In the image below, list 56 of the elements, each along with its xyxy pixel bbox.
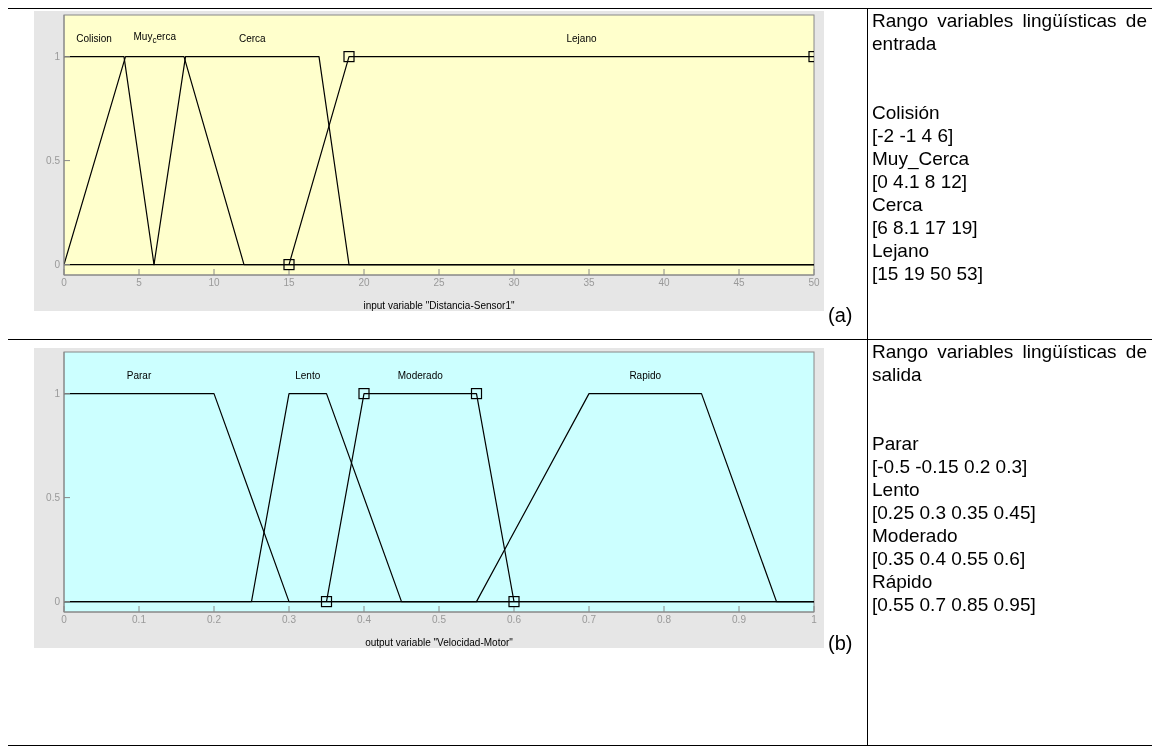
text: (a)	[828, 304, 853, 327]
x-tick-label: 0.6	[507, 614, 522, 626]
text: Parar	[872, 432, 920, 455]
y-tick-label: 0.5	[46, 492, 61, 504]
text: Rango variables lingüísticas de salida	[872, 340, 1147, 386]
series-label: Cerca	[238, 32, 266, 44]
series-label: Colision	[76, 32, 112, 44]
x-tick-label: 35	[583, 277, 595, 289]
text: [6 8.1 17 19]	[872, 216, 979, 239]
text: [-2 -1 4 6]	[872, 124, 955, 147]
x-tick-label: 0.3	[282, 614, 297, 626]
x-tick-label: 40	[658, 277, 670, 289]
text: Rápido	[872, 570, 934, 593]
series-label: Parar	[126, 369, 152, 381]
x-tick-label: 0.7	[582, 614, 597, 626]
series-label: Lejano	[566, 32, 597, 44]
series-label: Muy$_{c}$erca	[133, 30, 177, 45]
x-tick-label: 1	[811, 614, 818, 626]
text: [0.25 0.3 0.35 0.45]	[872, 501, 1037, 524]
x-tick-label: 5	[136, 277, 143, 289]
text: Cerca	[872, 193, 924, 216]
x-tick-label: 20	[358, 277, 370, 289]
y-tick-label: 1	[54, 51, 61, 63]
x-tick-label: 0.9	[732, 614, 747, 626]
x-axis-title: output variable "Velocidad-Motor"	[365, 637, 514, 648]
y-tick-label: 0	[54, 596, 61, 608]
series-label: Lento	[295, 369, 321, 381]
x-tick-label: 0.8	[657, 614, 672, 626]
x-tick-label: 0.4	[357, 614, 372, 626]
text: [-0.5 -0.15 0.2 0.3]	[872, 455, 1029, 478]
text: Rango variables lingüísticas de entrada	[872, 9, 1147, 55]
x-tick-label: 0.2	[207, 614, 222, 626]
y-tick-label: 0.5	[46, 155, 61, 167]
series-label: Moderado	[397, 369, 443, 381]
x-tick-label: 0.1	[132, 614, 147, 626]
text: Muy_Cerca	[872, 147, 971, 170]
x-tick-label: 0.5	[432, 614, 447, 626]
text: Moderado	[872, 524, 959, 547]
text: [0.55 0.7 0.85 0.95]	[872, 593, 1037, 616]
text: Colisión	[872, 101, 941, 124]
y-tick-label: 0	[54, 259, 61, 271]
x-tick-label: 45	[733, 277, 745, 289]
y-tick-label: 1	[54, 388, 61, 400]
text: Lento	[872, 478, 921, 501]
series-label: Rapido	[629, 369, 662, 381]
x-tick-label: 25	[433, 277, 445, 289]
x-tick-label: 50	[808, 277, 820, 289]
text: [15 19 50 53]	[872, 262, 984, 285]
text: Lejano	[872, 239, 931, 262]
text: [0 4.1 8 12]	[872, 170, 969, 193]
x-axis-title: input variable "Distancia-Sensor1"	[363, 300, 515, 311]
x-tick-label: 15	[283, 277, 295, 289]
text: (b)	[828, 632, 853, 655]
text: [0.35 0.4 0.55 0.6]	[872, 547, 1027, 570]
x-tick-label: 10	[208, 277, 220, 289]
x-tick-label: 30	[508, 277, 520, 289]
